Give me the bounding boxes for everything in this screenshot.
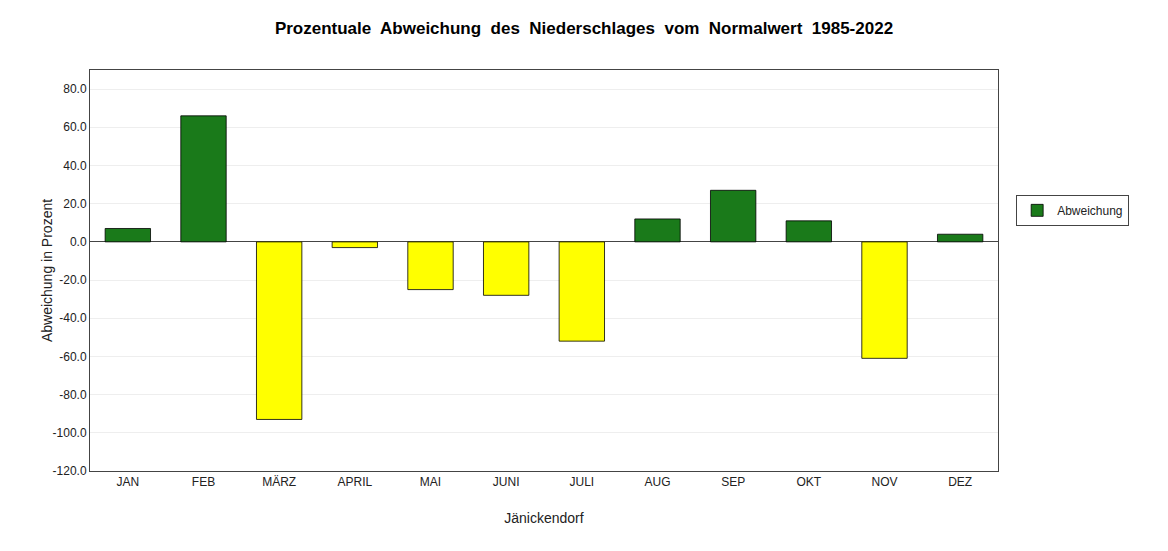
svg-text:Abweichung: Abweichung — [1057, 204, 1122, 218]
svg-text:-60.0: -60.0 — [59, 350, 87, 364]
svg-text:SEP: SEP — [721, 475, 745, 489]
svg-text:JUNI: JUNI — [493, 475, 520, 489]
svg-text:FEB: FEB — [192, 475, 215, 489]
svg-text:AUG: AUG — [644, 475, 670, 489]
svg-text:Prozentuale Abweichung des: Prozentuale Abweichung des Niederschlage… — [275, 19, 893, 38]
svg-text:-20.0: -20.0 — [59, 273, 87, 287]
svg-text:JULI: JULI — [569, 475, 594, 489]
svg-text:MAI: MAI — [420, 475, 441, 489]
svg-text:60.0: 60.0 — [63, 120, 87, 134]
svg-text:DEZ: DEZ — [948, 475, 972, 489]
svg-text:OKT: OKT — [796, 475, 821, 489]
svg-text:-80.0: -80.0 — [59, 388, 87, 402]
svg-text:APRIL: APRIL — [337, 475, 372, 489]
svg-text:-40.0: -40.0 — [59, 311, 87, 325]
svg-text:Jänickendorf: Jänickendorf — [504, 510, 583, 526]
svg-text:20.0: 20.0 — [63, 197, 87, 211]
svg-text:0.0: 0.0 — [70, 235, 87, 249]
svg-text:JAN: JAN — [116, 475, 139, 489]
svg-text:MÄRZ: MÄRZ — [262, 475, 296, 489]
svg-text:Abweichung in Prozent: Abweichung in Prozent — [39, 199, 55, 342]
svg-text:-120.0: -120.0 — [53, 464, 87, 478]
svg-text:NOV: NOV — [871, 475, 897, 489]
svg-text:80.0: 80.0 — [63, 82, 87, 96]
svg-text:-100.0: -100.0 — [53, 426, 87, 440]
svg-text:40.0: 40.0 — [63, 159, 87, 173]
